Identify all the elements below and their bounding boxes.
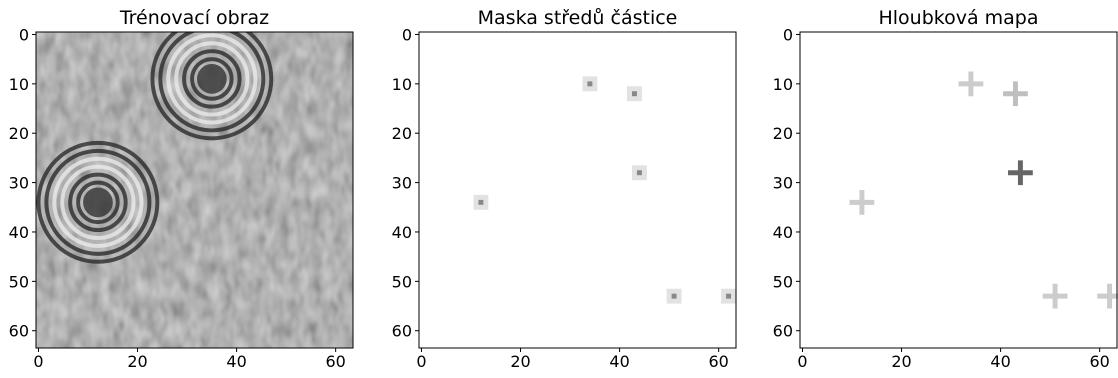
x-tick-label: 0	[33, 352, 43, 371]
x-tick-label: 0	[797, 352, 807, 371]
y-tick-label: 50	[9, 272, 29, 291]
y-tick-label: 60	[773, 322, 793, 341]
x-tick-label: 40	[609, 352, 629, 371]
image-background	[419, 32, 736, 348]
center-dot	[721, 289, 736, 304]
center-dot	[582, 76, 597, 91]
y-tick-label: 0	[402, 25, 412, 44]
dot-core	[726, 294, 731, 299]
dot-core	[632, 91, 637, 96]
x-tick-label: 60	[708, 352, 728, 371]
y-tick-label: 60	[392, 322, 412, 341]
y-tick-label: 40	[392, 223, 412, 242]
y-tick-label: 40	[9, 223, 29, 242]
y-tick-label: 20	[773, 124, 793, 143]
y-tick-label: 10	[9, 75, 29, 94]
particle-core	[83, 187, 113, 217]
center-dot	[632, 165, 647, 180]
x-tick-label: 60	[1089, 352, 1109, 371]
y-tick-label: 60	[9, 322, 29, 341]
figure: Trénovací obraz02040600102030405060Maska…	[0, 0, 1118, 374]
center-dot	[473, 195, 488, 210]
dot-core	[637, 170, 642, 175]
x-tick-label: 60	[325, 352, 345, 371]
center-dot	[627, 86, 642, 101]
y-tick-label: 40	[773, 223, 793, 242]
y-tick-label: 30	[773, 174, 793, 193]
y-tick-label: 20	[9, 124, 29, 143]
y-tick-label: 10	[392, 75, 412, 94]
image-background	[800, 32, 1117, 348]
x-tick-label: 20	[891, 352, 911, 371]
dot-core	[478, 200, 483, 205]
dot-core	[672, 294, 677, 299]
y-tick-label: 30	[392, 174, 412, 193]
x-tick-label: 20	[127, 352, 147, 371]
particle-core	[197, 64, 227, 94]
y-tick-label: 50	[392, 272, 412, 291]
x-tick-label: 20	[510, 352, 530, 371]
panel-title: Hloubková mapa	[878, 7, 1038, 29]
y-tick-label: 20	[392, 124, 412, 143]
panel-title: Maska středů částice	[478, 7, 678, 29]
y-tick-label: 30	[9, 174, 29, 193]
x-tick-label: 0	[416, 352, 426, 371]
y-tick-label: 10	[773, 75, 793, 94]
y-tick-label: 50	[773, 272, 793, 291]
y-tick-label: 0	[783, 25, 793, 44]
panel-title: Trénovací obraz	[119, 7, 269, 29]
center-dot	[667, 289, 682, 304]
x-tick-label: 40	[990, 352, 1010, 371]
y-tick-label: 0	[19, 25, 29, 44]
dot-core	[587, 81, 592, 86]
x-tick-label: 40	[226, 352, 246, 371]
